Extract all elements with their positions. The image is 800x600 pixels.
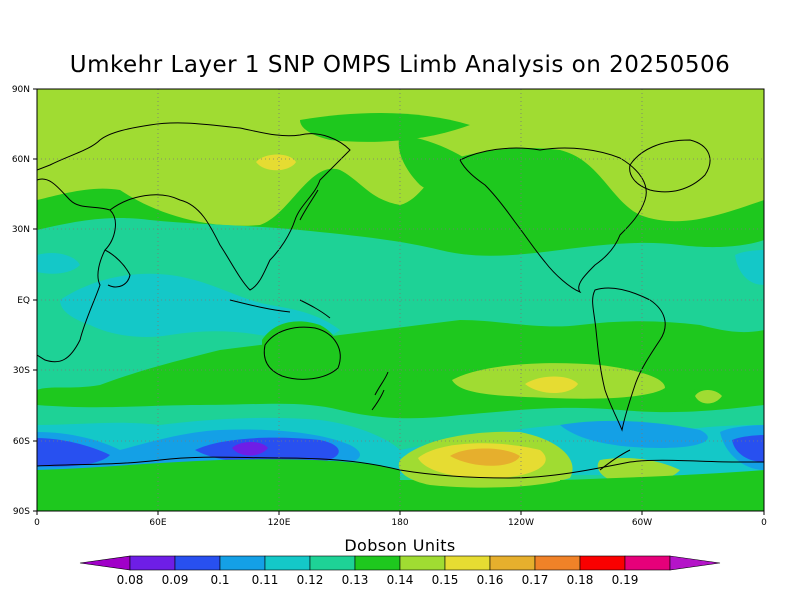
contour-spac-017 xyxy=(450,448,520,466)
lon-label: 0 xyxy=(34,518,40,528)
colorbar-swatch xyxy=(399,555,446,571)
lon-label: 120E xyxy=(268,518,291,528)
contour-south-010 xyxy=(37,438,110,467)
colorbar-swatch xyxy=(354,555,401,571)
longitude-labels: 0 60E 120E 180 120W 60W 0 xyxy=(34,518,767,528)
axis-ticks xyxy=(33,88,765,515)
map-title: Umkehr Layer 1 SNP OMPS Limb Analysis on… xyxy=(69,52,731,78)
coast-australia xyxy=(263,326,341,380)
colorbar-level-label: 0.12 xyxy=(297,573,324,587)
colorbar-level-label: 0.1 xyxy=(210,573,229,587)
lat-label: 90N xyxy=(12,85,30,95)
lat-label: 60S xyxy=(13,437,30,447)
contour-siberia-016 xyxy=(256,154,296,171)
lat-label: EQ xyxy=(17,296,30,306)
lat-label: 60N xyxy=(12,155,30,165)
colorbar-swatch xyxy=(624,555,671,571)
colorbar-level-label: 0.17 xyxy=(522,573,549,587)
contour-satl-015 xyxy=(695,390,722,404)
colorbar-swatch xyxy=(534,555,581,571)
coast-antarctic-peninsula xyxy=(599,449,631,471)
colorbar-level-label: 0.15 xyxy=(432,573,459,587)
lat-label: 90S xyxy=(13,507,30,517)
contour-indo-012 xyxy=(60,273,340,340)
coast-asia xyxy=(37,122,351,291)
coast-indonesia xyxy=(229,299,331,319)
contour-field xyxy=(37,89,764,511)
colorbar-swatch xyxy=(219,555,266,571)
colorbar-title: Dobson Units xyxy=(344,536,456,555)
lat-label: 30N xyxy=(12,225,30,235)
contour-south-009 xyxy=(232,442,268,456)
contour-australia-014 xyxy=(262,321,339,377)
colorbar-swatch xyxy=(444,555,491,571)
lat-label: 30S xyxy=(13,366,30,376)
contour-drake-011 xyxy=(560,420,708,448)
contour-arctic-014 xyxy=(300,113,470,142)
colorbar-level-label: 0.08 xyxy=(117,573,144,587)
colorbar-swatch xyxy=(174,555,221,571)
colorbar-swatch xyxy=(579,555,626,571)
latitude-labels: 90N 60N 30N EQ 30S 60S 90S xyxy=(12,85,30,517)
coast-arabia xyxy=(104,249,131,288)
colorbar-level-label: 0.14 xyxy=(387,573,414,587)
colorbar-level-label: 0.11 xyxy=(252,573,279,587)
coast-japan xyxy=(299,189,319,221)
contour-north-015 xyxy=(37,89,764,226)
coast-greenland xyxy=(629,139,711,193)
lon-label: 60W xyxy=(632,518,652,528)
colorbar: 0.08 0.09 0.1 0.11 0.12 0.13 0.14 0.15 0.16 0.17 0… xyxy=(79,555,721,587)
contour-npac-014 xyxy=(398,135,490,193)
contour-east-010 xyxy=(732,435,764,462)
colorbar-swatch xyxy=(489,555,536,571)
lon-label: 0 xyxy=(761,518,767,528)
colorbar-swatch xyxy=(129,555,176,571)
colorbar-level-label: 0.19 xyxy=(612,573,639,587)
colorbar-level-label: 0.18 xyxy=(567,573,594,587)
contour-arabia-012 xyxy=(37,253,80,274)
colorbar-swatch xyxy=(264,555,311,571)
contour-sepac-016 xyxy=(525,376,578,393)
lon-label: 180 xyxy=(391,518,408,528)
contour-eastpac-012 xyxy=(735,250,764,285)
coast-newzealand xyxy=(371,371,389,411)
colorbar-level-label: 0.16 xyxy=(477,573,504,587)
coast-namerica xyxy=(459,147,647,294)
colorbar-level-label: 0.13 xyxy=(342,573,369,587)
colorbar-swatch xyxy=(309,555,356,571)
colorbar-level-label: 0.09 xyxy=(162,573,189,587)
contour-antarctica-014 xyxy=(37,459,400,511)
lon-label: 60E xyxy=(149,518,166,528)
contour-antarctica-014b xyxy=(560,470,764,511)
colorbar-over-triangle xyxy=(669,555,721,571)
contour-tropics-013 xyxy=(37,218,764,390)
lon-label: 120W xyxy=(508,518,534,528)
colorbar-under-triangle xyxy=(79,555,131,571)
coast-samerica xyxy=(592,287,666,432)
